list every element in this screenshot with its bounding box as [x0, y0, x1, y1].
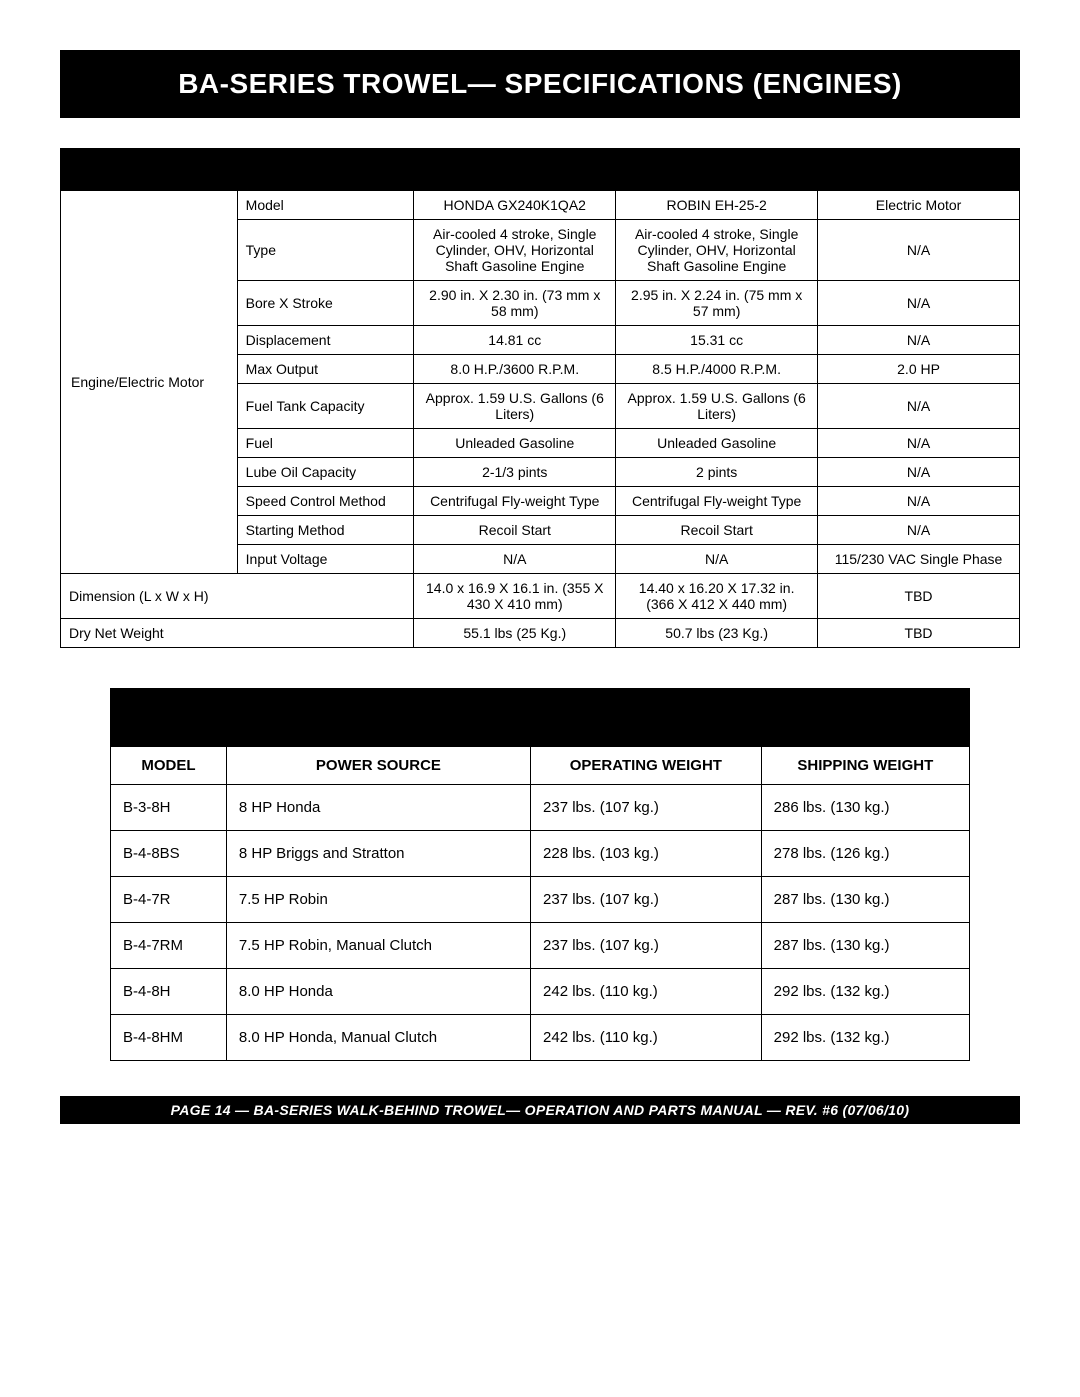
spec-value: Electric Motor [818, 191, 1020, 220]
cell-power: 8 HP Honda [226, 785, 530, 831]
spec-value: N/A [616, 545, 818, 574]
spec-value: Approx. 1.59 U.S. Gallons (6 Liters) [616, 384, 818, 429]
cell-ship-weight: 292 lbs. (132 kg.) [761, 1015, 969, 1061]
weight-spec-table: MODEL POWER SOURCE OPERATING WEIGHT SHIP… [110, 688, 970, 1061]
spec-value: 14.40 x 16.20 X 17.32 in. (366 X 412 X 4… [616, 574, 818, 619]
table-row: Dry Net Weight 55.1 lbs (25 Kg.) 50.7 lb… [61, 619, 1020, 648]
cell-ship-weight: 287 lbs. (130 kg.) [761, 923, 969, 969]
spec-value: Centrifugal Fly-weight Type [616, 487, 818, 516]
cell-ship-weight: 278 lbs. (126 kg.) [761, 831, 969, 877]
page-title-banner: BA-SERIES TROWEL— SPECIFICATIONS (ENGINE… [60, 50, 1020, 118]
cell-power: 7.5 HP Robin [226, 877, 530, 923]
spec-value: N/A [818, 429, 1020, 458]
spec-value: 2 pints [616, 458, 818, 487]
page-footer-banner: PAGE 14 — BA-SERIES WALK-BEHIND TROWEL— … [60, 1096, 1020, 1124]
spec-value: 2-1/3 pints [414, 458, 616, 487]
spec-value: 8.5 H.P./4000 R.P.M. [616, 355, 818, 384]
table-row: B-4-8H 8.0 HP Honda 242 lbs. (110 kg.) 2… [111, 969, 970, 1015]
spec-value: Recoil Start [414, 516, 616, 545]
spec-value: N/A [818, 487, 1020, 516]
cell-power: 7.5 HP Robin, Manual Clutch [226, 923, 530, 969]
spec-value: 2.95 in. X 2.24 in. (75 mm x 57 mm) [616, 281, 818, 326]
table-header-row [61, 149, 1020, 191]
spec-value: HONDA GX240K1QA2 [414, 191, 616, 220]
cell-power: 8.0 HP Honda, Manual Clutch [226, 1015, 530, 1061]
spec-value: Unleaded Gasoline [616, 429, 818, 458]
spec-value: N/A [818, 458, 1020, 487]
spec-value: 50.7 lbs (23 Kg.) [616, 619, 818, 648]
spec-value: Approx. 1.59 U.S. Gallons (6 Liters) [414, 384, 616, 429]
spec-label: Dry Net Weight [61, 619, 414, 648]
col-header: POWER SOURCE [226, 747, 530, 785]
spec-value: 55.1 lbs (25 Kg.) [414, 619, 616, 648]
cell-model: B-4-8BS [111, 831, 227, 877]
spec-value: 115/230 VAC Single Phase [818, 545, 1020, 574]
spec-value: 14.0 x 16.9 X 16.1 in. (355 X 430 X 410 … [414, 574, 616, 619]
spec-value: N/A [818, 384, 1020, 429]
spec-label: Fuel [237, 429, 414, 458]
spec-value: Recoil Start [616, 516, 818, 545]
cell-op-weight: 242 lbs. (110 kg.) [531, 1015, 762, 1061]
spec-value: 2.90 in. X 2.30 in. (73 mm x 58 mm) [414, 281, 616, 326]
spec-value: 8.0 H.P./3600 R.P.M. [414, 355, 616, 384]
spec-label: Starting Method [237, 516, 414, 545]
spec-label: Model [237, 191, 414, 220]
cell-ship-weight: 286 lbs. (130 kg.) [761, 785, 969, 831]
document-page: BA-SERIES TROWEL— SPECIFICATIONS (ENGINE… [0, 0, 1080, 1144]
spec-label: Max Output [237, 355, 414, 384]
engine-spec-table: Engine/Electric Motor Model HONDA GX240K… [60, 148, 1020, 648]
table-column-headers: MODEL POWER SOURCE OPERATING WEIGHT SHIP… [111, 747, 970, 785]
table-row: Engine/Electric Motor Model HONDA GX240K… [61, 191, 1020, 220]
table-row: Dimension (L x W x H) 14.0 x 16.9 X 16.1… [61, 574, 1020, 619]
cell-model: B-3-8H [111, 785, 227, 831]
cell-op-weight: 237 lbs. (107 kg.) [531, 923, 762, 969]
cell-ship-weight: 292 lbs. (132 kg.) [761, 969, 969, 1015]
cell-ship-weight: 287 lbs. (130 kg.) [761, 877, 969, 923]
cell-model: B-4-8H [111, 969, 227, 1015]
cell-op-weight: 237 lbs. (107 kg.) [531, 877, 762, 923]
spec-value: N/A [818, 220, 1020, 281]
table-row: B-4-7RM 7.5 HP Robin, Manual Clutch 237 … [111, 923, 970, 969]
col-header: MODEL [111, 747, 227, 785]
spec-value: 15.31 cc [616, 326, 818, 355]
spec-value: Unleaded Gasoline [414, 429, 616, 458]
spec-value: Air-cooled 4 stroke, Single Cylinder, OH… [414, 220, 616, 281]
spec-label: Bore X Stroke [237, 281, 414, 326]
cell-model: B-4-8HM [111, 1015, 227, 1061]
spec-label: Type [237, 220, 414, 281]
table-row: B-4-7R 7.5 HP Robin 237 lbs. (107 kg.) 2… [111, 877, 970, 923]
row-group-label: Engine/Electric Motor [61, 191, 238, 574]
spec-value: Air-cooled 4 stroke, Single Cylinder, OH… [616, 220, 818, 281]
spec-value: TBD [818, 574, 1020, 619]
table-row: B-4-8BS 8 HP Briggs and Stratton 228 lbs… [111, 831, 970, 877]
spec-label: Lube Oil Capacity [237, 458, 414, 487]
spec-value: TBD [818, 619, 1020, 648]
cell-model: B-4-7RM [111, 923, 227, 969]
table-row: B-4-8HM 8.0 HP Honda, Manual Clutch 242 … [111, 1015, 970, 1061]
spec-value: 2.0 HP [818, 355, 1020, 384]
spec-label: Fuel Tank Capacity [237, 384, 414, 429]
spec-label: Dimension (L x W x H) [61, 574, 414, 619]
spec-value: Centrifugal Fly-weight Type [414, 487, 616, 516]
cell-op-weight: 237 lbs. (107 kg.) [531, 785, 762, 831]
table-row: B-3-8H 8 HP Honda 237 lbs. (107 kg.) 286… [111, 785, 970, 831]
spec-label: Speed Control Method [237, 487, 414, 516]
table-header-row [111, 689, 970, 747]
cell-power: 8.0 HP Honda [226, 969, 530, 1015]
cell-power: 8 HP Briggs and Stratton [226, 831, 530, 877]
spec-label: Input Voltage [237, 545, 414, 574]
cell-op-weight: 228 lbs. (103 kg.) [531, 831, 762, 877]
spec-value: N/A [818, 516, 1020, 545]
cell-op-weight: 242 lbs. (110 kg.) [531, 969, 762, 1015]
spec-value: N/A [818, 326, 1020, 355]
col-header: OPERATING WEIGHT [531, 747, 762, 785]
spec-label: Displacement [237, 326, 414, 355]
col-header: SHIPPING WEIGHT [761, 747, 969, 785]
spec-value: N/A [818, 281, 1020, 326]
spec-value: N/A [414, 545, 616, 574]
spec-value: ROBIN EH-25-2 [616, 191, 818, 220]
cell-model: B-4-7R [111, 877, 227, 923]
spec-value: 14.81 cc [414, 326, 616, 355]
